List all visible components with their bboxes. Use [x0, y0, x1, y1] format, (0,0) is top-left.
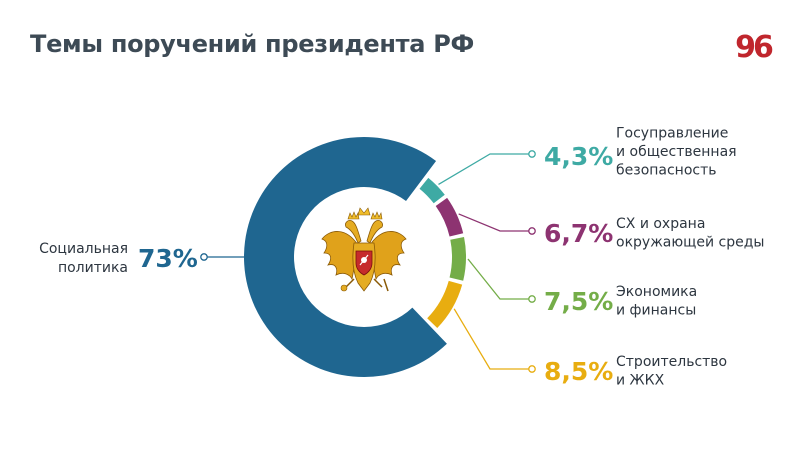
slice-3 [435, 197, 464, 237]
slice-1 [427, 280, 463, 328]
leader-line-3 [458, 213, 530, 232]
leader-dot-3 [528, 227, 536, 235]
russian-coat-of-arms-icon [321, 207, 407, 292]
slice-4 [419, 177, 445, 204]
percent-label-0: 73% [138, 244, 198, 273]
svg-text:96: 96 [735, 30, 773, 64]
percent-label-1: 8,5% [544, 357, 613, 386]
leader-dot-4 [528, 150, 536, 158]
slice-label-0-line-0: Социальная [39, 241, 128, 257]
leader-dot-2 [528, 295, 536, 303]
slice-label-3-line-0: СХ и охрана [616, 216, 705, 232]
slice-label-4-line-2: безопасность [616, 163, 717, 179]
logo-96-icon: 96 [735, 30, 773, 64]
slice-label-1-line-1: и ЖКХ [616, 372, 665, 388]
leader-dot-0 [200, 253, 208, 261]
percent-label-2: 7,5% [544, 287, 613, 316]
slice-label-2-line-1: и финансы [616, 302, 696, 318]
slice-label-3-line-1: окружающей среды [616, 234, 764, 250]
percent-label-3: 6,7% [544, 219, 613, 248]
slice-label-4-line-1: и общественная [616, 144, 737, 160]
slice-label-1-line-0: Строительство [616, 354, 727, 370]
leader-line-1 [453, 308, 530, 370]
slice-label-2-line-0: Экономика [616, 284, 697, 300]
slice-label-0-line-1: политика [58, 260, 128, 276]
leader-line-2 [467, 258, 530, 300]
slice-2 [449, 237, 466, 281]
leader-dot-1 [528, 365, 536, 373]
percent-label-4: 4,3% [544, 142, 613, 171]
leader-line-4 [438, 153, 530, 185]
slice-label-4-line-0: Госуправление [616, 126, 728, 142]
slice-0 [243, 137, 447, 378]
page-title: Темы поручений президента РФ [30, 30, 475, 58]
